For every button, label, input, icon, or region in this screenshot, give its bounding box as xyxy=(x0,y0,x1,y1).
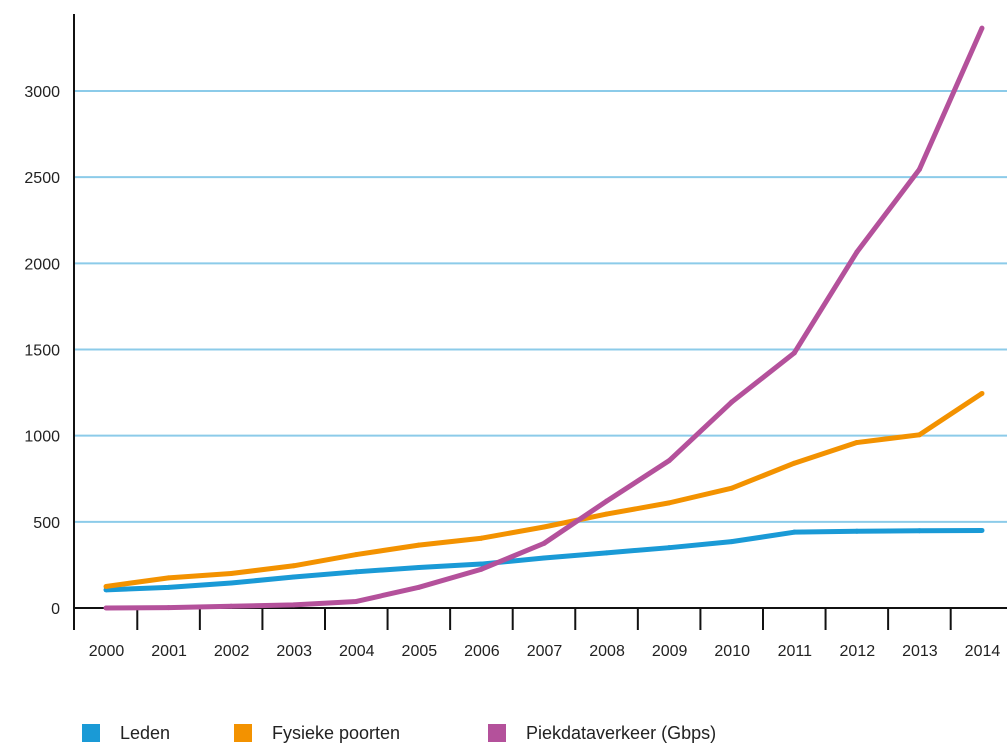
data-point-0-2004 xyxy=(353,569,359,575)
data-point-0-2001 xyxy=(166,584,172,590)
y-tick-label-2500: 2500 xyxy=(24,170,60,187)
x-tick-label-2012: 2012 xyxy=(840,643,876,660)
data-point-2-2002 xyxy=(228,603,234,609)
y-tick-label-0: 0 xyxy=(51,601,60,618)
data-point-0-2010 xyxy=(729,539,735,545)
data-point-0-2007 xyxy=(541,555,547,561)
data-point-1-2012 xyxy=(854,440,860,446)
data-point-1-2007 xyxy=(541,524,547,530)
data-point-2-2011 xyxy=(791,350,797,356)
x-tick-label-2011: 2011 xyxy=(778,643,813,660)
data-point-2-2014 xyxy=(979,25,985,31)
data-point-0-2005 xyxy=(416,565,422,571)
data-point-2-2007 xyxy=(541,540,547,546)
series-lines xyxy=(103,25,985,611)
data-point-2-2012 xyxy=(854,249,860,255)
data-point-2-2000 xyxy=(103,605,109,611)
legend-swatch-fysieke-poorten xyxy=(234,724,252,742)
data-point-0-2011 xyxy=(791,529,797,535)
data-point-1-2000 xyxy=(103,583,109,589)
data-point-0-2003 xyxy=(291,574,297,580)
y-tick-label-2000: 2000 xyxy=(24,256,60,273)
data-point-1-2013 xyxy=(916,432,922,438)
data-point-2-2006 xyxy=(478,566,484,572)
data-point-1-2010 xyxy=(729,485,735,491)
tick-labels: 0 500 1000 1500 2000 2500 3000 2000 2001 2002 2003… xyxy=(24,84,1000,660)
legend-item-leden: Leden xyxy=(82,720,170,746)
data-point-1-2005 xyxy=(416,542,422,548)
x-tick-label-2003: 2003 xyxy=(276,643,312,660)
data-point-1-2014 xyxy=(979,390,985,396)
x-tick-label-2014: 2014 xyxy=(965,643,1001,660)
x-tick-label-2009: 2009 xyxy=(652,643,688,660)
data-point-0-2009 xyxy=(666,545,672,551)
data-point-0-2002 xyxy=(228,580,234,586)
data-point-1-2003 xyxy=(291,563,297,569)
data-point-0-2013 xyxy=(916,528,922,534)
data-point-0-2008 xyxy=(604,550,610,556)
legend-swatch-leden xyxy=(82,724,100,742)
data-point-0-2012 xyxy=(854,528,860,534)
legend-swatch-piekdataverkeer xyxy=(488,724,506,742)
y-tick-label-1500: 1500 xyxy=(24,343,60,360)
x-tick-label-2008: 2008 xyxy=(589,643,625,660)
data-point-0-2014 xyxy=(979,527,985,533)
data-point-1-2004 xyxy=(353,552,359,558)
gridlines xyxy=(74,90,1007,523)
y-tick-label-3000: 3000 xyxy=(24,84,60,101)
x-tick-label-2004: 2004 xyxy=(339,643,375,660)
y-tick-label-1000: 1000 xyxy=(24,429,60,446)
data-point-1-2006 xyxy=(478,535,484,541)
data-point-2-2013 xyxy=(916,166,922,172)
x-tick-label-2001: 2001 xyxy=(151,643,187,660)
data-point-2-2004 xyxy=(353,598,359,604)
data-point-2-2009 xyxy=(666,458,672,464)
data-point-0-2006 xyxy=(478,561,484,567)
x-tick-label-2010: 2010 xyxy=(714,643,750,660)
data-point-2-2001 xyxy=(166,605,172,611)
data-point-2-2003 xyxy=(291,602,297,608)
data-point-1-2002 xyxy=(228,571,234,577)
data-point-2-2008 xyxy=(604,498,610,504)
data-point-2-2005 xyxy=(416,584,422,590)
legend-item-fysieke-poorten: Fysieke poorten xyxy=(234,720,400,746)
data-point-1-2008 xyxy=(604,511,610,517)
data-point-1-2009 xyxy=(666,500,672,506)
y-tick-label-500: 500 xyxy=(33,515,60,532)
data-point-2-2010 xyxy=(729,399,735,405)
legend-label-fysieke-poorten: Fysieke poorten xyxy=(272,722,401,743)
axes xyxy=(73,14,1007,630)
data-point-1-2011 xyxy=(791,460,797,466)
x-tick-label-2000: 2000 xyxy=(89,643,125,660)
legend-label-piekdataverkeer: Piekdataverkeer (Gbps) xyxy=(526,722,717,743)
legend-label-leden: Leden xyxy=(120,722,171,743)
data-point-1-2001 xyxy=(166,575,172,581)
x-tick-label-2002: 2002 xyxy=(214,643,250,660)
legend: Leden Fysieke poorten Piekdataverkeer (G… xyxy=(0,720,1007,746)
x-tick-label-2013: 2013 xyxy=(902,643,938,660)
x-tick-label-2006: 2006 xyxy=(464,643,500,660)
legend-item-piekdataverkeer: Piekdataverkeer (Gbps) xyxy=(488,720,716,746)
x-tick-label-2005: 2005 xyxy=(402,643,438,660)
x-tick-label-2007: 2007 xyxy=(527,643,563,660)
